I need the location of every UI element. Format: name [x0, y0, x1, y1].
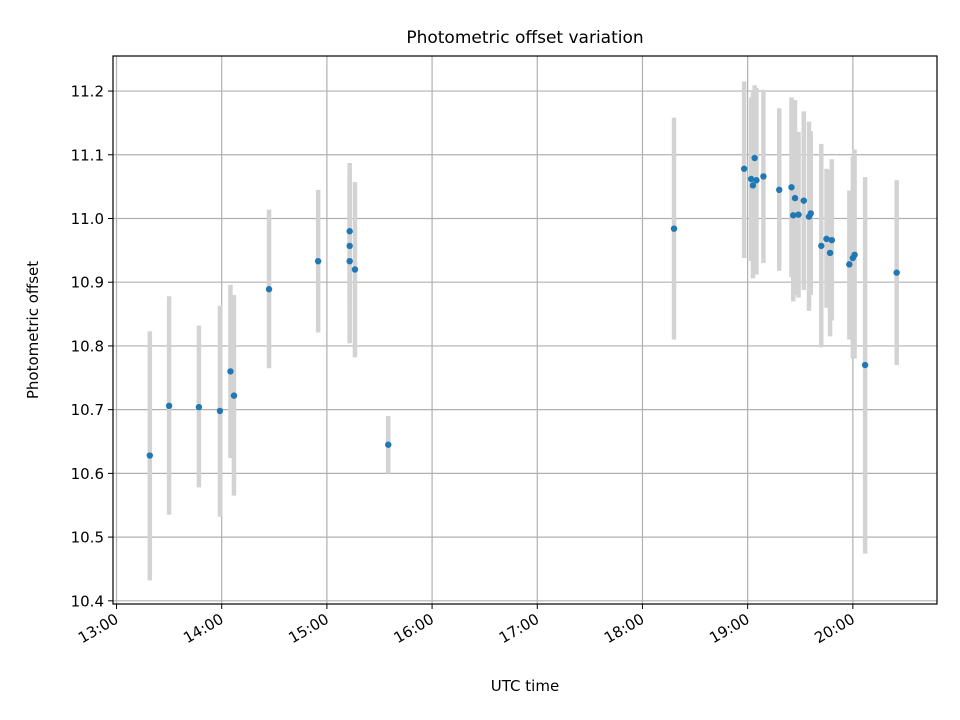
data-points [146, 154, 900, 459]
data-point [195, 403, 203, 411]
data-point [751, 154, 758, 162]
data-point [776, 186, 783, 194]
data-point [351, 266, 359, 273]
data-point [385, 441, 392, 448]
y-tick-label: 10.4 [71, 592, 104, 610]
data-point [346, 242, 353, 250]
y-tick-label: 11.1 [71, 146, 104, 164]
data-point [800, 197, 807, 204]
data-point [861, 361, 869, 369]
data-point [791, 194, 799, 202]
data-point [346, 228, 353, 235]
plot-area-frame [112, 55, 938, 605]
y-tick-label: 10.5 [71, 529, 104, 547]
y-tick-label: 10.6 [71, 465, 104, 483]
data-point [346, 257, 353, 265]
data-point [753, 177, 760, 184]
data-point [846, 261, 853, 268]
data-point [788, 184, 795, 191]
data-point [227, 368, 234, 375]
y-tick-label: 10.8 [71, 337, 104, 355]
data-point [165, 402, 173, 410]
data-point [807, 210, 814, 217]
y-tick-label: 10.7 [71, 401, 104, 419]
data-point [790, 212, 797, 219]
data-point [851, 251, 858, 259]
data-point [795, 211, 802, 218]
y-tick-label: 10.9 [71, 274, 104, 292]
data-point [216, 407, 224, 415]
data-point [314, 257, 322, 265]
y-axis-ticks: 10.4 10.5 10.6 10.7 10.8 10.9 11.0 11.1 11.2 [71, 83, 113, 610]
y-axis-label: Photometric offset [24, 261, 42, 399]
data-point [828, 236, 836, 244]
x-axis-label: UTC time [491, 677, 559, 695]
chart-title: Photometric offset variation [406, 28, 643, 48]
data-point [818, 242, 825, 250]
y-tick-label: 11.2 [71, 83, 104, 101]
data-point [747, 175, 755, 183]
data-point [893, 269, 900, 276]
data-point [265, 286, 273, 293]
data-point [749, 182, 757, 189]
data-point [670, 225, 678, 232]
data-point [740, 165, 748, 172]
data-point [826, 249, 834, 257]
data-point [146, 452, 154, 459]
data-point [823, 235, 830, 243]
y-tick-label: 11.0 [71, 210, 104, 228]
data-point [760, 173, 767, 180]
data-point [230, 392, 238, 399]
